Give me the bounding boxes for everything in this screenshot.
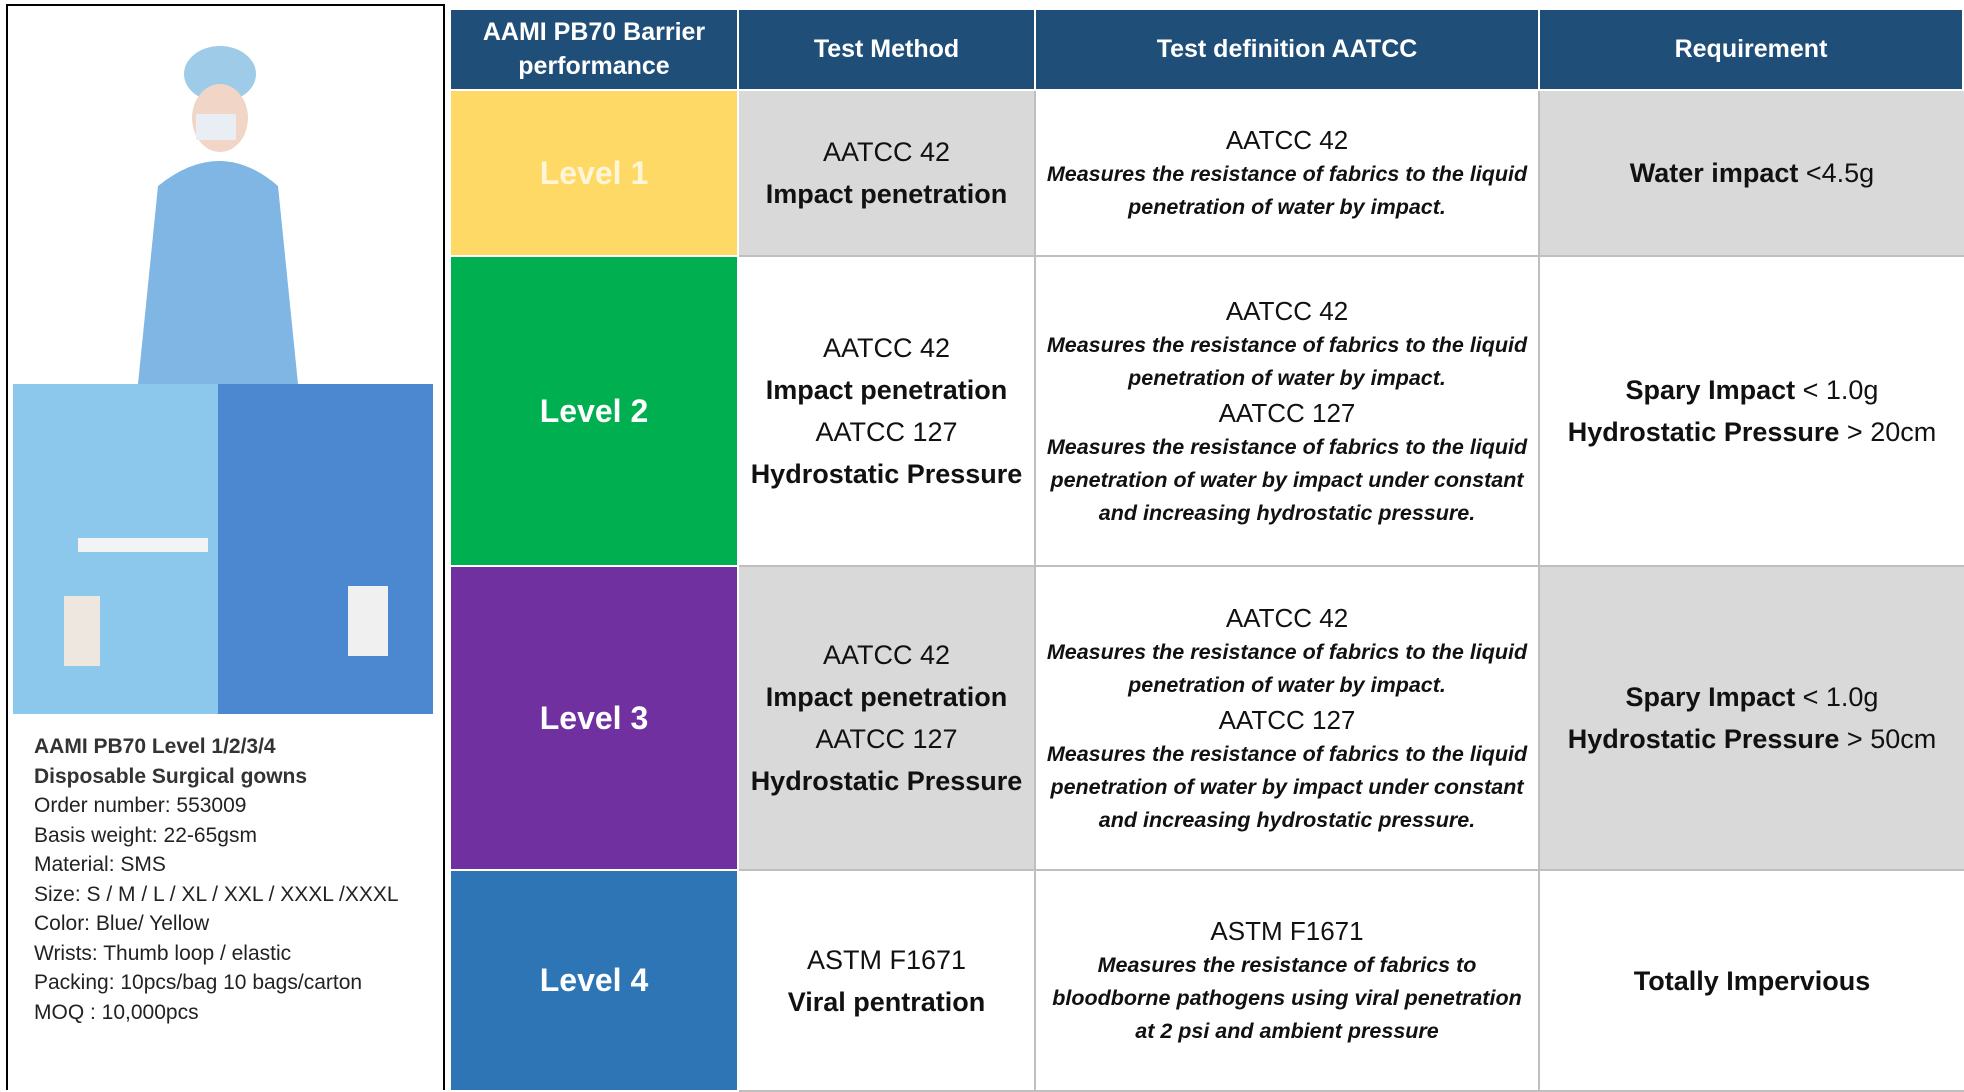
- product-detail: Material: SMS: [34, 853, 166, 876]
- product-detail: MOQ : 10,000pcs: [34, 1000, 199, 1024]
- level-cell: Level 3: [451, 567, 739, 871]
- definition-code: AATCC 127: [1218, 704, 1356, 735]
- level-label: Level 4: [539, 962, 649, 998]
- method-code: AATCC 42: [822, 640, 951, 670]
- definition-text: Measures the resistance of fabrics to th…: [1046, 741, 1528, 832]
- requirement-label: Spary Impact: [1625, 375, 1796, 405]
- method-code: AATCC 127: [815, 417, 958, 447]
- definition-code: AATCC 127: [1218, 397, 1356, 428]
- header-text: AAMI PB70 Barrier performance: [482, 17, 706, 80]
- barrier-table: AAMI PB70 Barrier performance Test Method…: [451, 10, 1964, 1092]
- definition-text: Measures the resistance of fabrics to bl…: [1052, 953, 1522, 1043]
- method-code: AATCC 127: [815, 724, 958, 754]
- method-code: AATCC 42: [822, 137, 951, 167]
- requirement-cell: Water impact <4.5g: [1540, 91, 1964, 257]
- header-cell: Requirement: [1540, 10, 1964, 91]
- definition-text: Measures the resistance of fabrics to th…: [1046, 639, 1528, 697]
- requirement-line: Totally Impervious: [1634, 960, 1871, 1002]
- level-label: Level 1: [539, 154, 649, 191]
- definition-cell: ASTM F1671 Measures the resistance of fab…: [1036, 871, 1540, 1092]
- method-cell: AATCC 42 Impact penetration AATCC 127 Hydro…: [739, 257, 1036, 567]
- definition-text: Measures the resistance of fabrics to th…: [1046, 434, 1528, 525]
- method-name: Hydrostatic Pressure: [750, 766, 1023, 796]
- header-text: Test Method: [813, 34, 960, 63]
- method-cell: AATCC 42 Impact penetration: [739, 91, 1036, 257]
- requirement-value: < 1.0g: [1802, 682, 1879, 712]
- product-photos: [8, 6, 443, 714]
- product-detail: Color: Blue/ Yellow: [34, 912, 210, 935]
- level-label: Level 2: [539, 392, 649, 429]
- definition-cell: AATCC 42 Measures the resistance of fabri…: [1036, 91, 1540, 257]
- requirement-label: Water impact: [1629, 158, 1799, 188]
- requirement-label: Hydrostatic Pressure: [1567, 417, 1840, 447]
- definition-code: AATCC 42: [1225, 602, 1349, 633]
- header-cell: AAMI PB70 Barrier performance: [451, 10, 739, 91]
- product-title: Disposable Surgical gowns: [34, 764, 308, 788]
- method-name: Impact penetration: [765, 682, 1008, 712]
- requirement-label: Spary Impact: [1625, 682, 1796, 712]
- definition-code: AATCC 42: [1225, 295, 1349, 326]
- product-title: AAMI PB70 Level 1/2/3/4: [34, 735, 276, 758]
- requirement-value: > 20cm: [1846, 417, 1937, 447]
- level-cell: Level 1: [451, 91, 739, 257]
- product-detail: Order number: 553009: [34, 794, 247, 817]
- requirement-cell: Totally Impervious: [1540, 871, 1964, 1092]
- definition-code: ASTM F1671: [1210, 916, 1364, 946]
- requirement-line: Hydrostatic Pressure > 50cm: [1568, 718, 1936, 760]
- requirement-label: Totally Impervious: [1633, 965, 1871, 996]
- product-detail: Basis weight: 22-65gsm: [34, 823, 257, 847]
- method-name: Viral pentration: [787, 986, 986, 1017]
- product-text: AAMI PB70 Level 1/2/3/4 Disposable Surgic…: [34, 732, 399, 1027]
- method-name: Hydrostatic Pressure: [750, 459, 1023, 489]
- definition-text: Measures the resistance of fabrics to th…: [1046, 162, 1528, 219]
- method-code: ASTM F1671: [806, 944, 967, 975]
- product-detail: Packing: 10pcs/bag 10 bags/carton: [34, 971, 363, 994]
- header-cell: Test Method: [739, 10, 1036, 91]
- method-name: Impact penetration: [765, 375, 1008, 405]
- requirement-line: Hydrostatic Pressure > 20cm: [1568, 411, 1936, 453]
- requirement-cell: Spary Impact < 1.0g Hydrostatic Pressure …: [1540, 257, 1964, 567]
- header-text: Requirement: [1674, 34, 1828, 63]
- requirement-cell: Spary Impact < 1.0g Hydrostatic Pressure …: [1540, 567, 1964, 871]
- requirement-line: Spary Impact < 1.0g: [1626, 369, 1879, 411]
- level-label: Level 3: [539, 699, 649, 736]
- product-detail: Wrists: Thumb loop / elastic: [34, 941, 292, 965]
- method-cell: ASTM F1671 Viral pentration: [739, 871, 1036, 1092]
- definition-text: Measures the resistance of fabrics to th…: [1046, 332, 1528, 390]
- method-name: Impact penetration: [765, 179, 1008, 209]
- method-cell: AATCC 42 Impact penetration AATCC 127 Hydro…: [739, 567, 1036, 871]
- product-detail: Size: S / M / L / XL / XXL / XXXL /XXXL: [34, 882, 399, 906]
- product-panel: AAMI PB70 Level 1/2/3/4 Disposable Surgic…: [6, 4, 445, 1090]
- header-text: Test definition AATCC: [1156, 34, 1418, 63]
- requirement-value: > 50cm: [1846, 724, 1937, 754]
- requirement-value: <4.5g: [1805, 158, 1875, 188]
- definition-code: AATCC 42: [1225, 125, 1349, 155]
- definition-cell: AATCC 42 Measures the resistance of fabri…: [1036, 257, 1540, 567]
- level-cell: Level 2: [451, 257, 739, 567]
- definition-cell: AATCC 42 Measures the resistance of fabri…: [1036, 567, 1540, 871]
- header-cell: Test definition AATCC: [1036, 10, 1540, 91]
- method-code: AATCC 42: [822, 333, 951, 363]
- requirement-value: < 1.0g: [1802, 375, 1879, 405]
- level-cell: Level 4: [451, 871, 739, 1092]
- requirement-line: Water impact <4.5g: [1630, 152, 1874, 194]
- requirement-label: Hydrostatic Pressure: [1567, 724, 1840, 754]
- requirement-line: Spary Impact < 1.0g: [1626, 676, 1879, 718]
